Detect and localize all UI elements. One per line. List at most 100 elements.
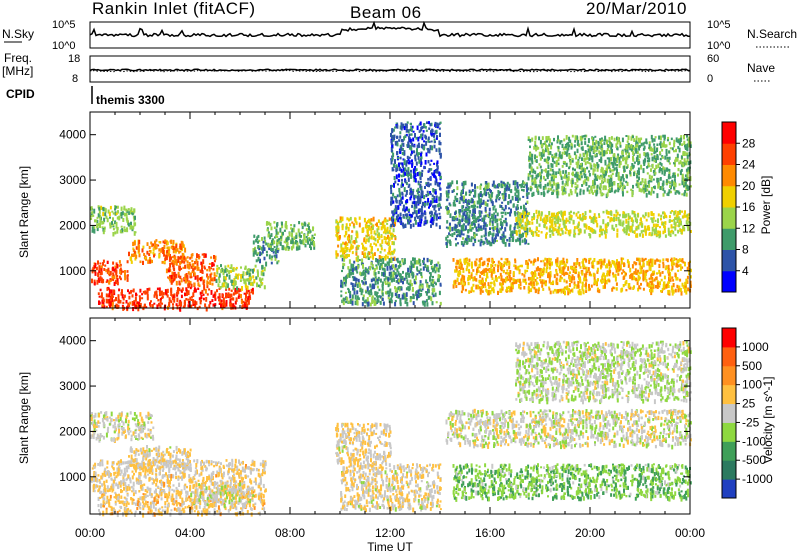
power-cell [490,274,493,278]
power-cell [416,172,419,177]
power-cell [472,242,475,247]
power-cell [281,222,283,226]
power-cell [486,203,489,207]
power-cell [501,207,504,211]
power-cell [517,212,520,217]
power-cell [468,290,471,294]
power-cell [434,204,437,208]
power-cell [202,297,205,301]
power-cell [608,178,610,183]
power-cell [553,215,556,220]
power-cell [604,275,607,281]
power-cell [401,139,404,143]
power-cell [501,233,504,237]
power-cell [583,229,586,234]
power-cell [173,247,176,250]
power-cell [678,220,681,224]
power-cell [353,260,356,264]
power-cell [339,216,342,221]
power-cell [501,193,504,196]
power-cell [335,250,338,256]
power-cell [433,170,436,174]
power-cell [506,269,509,272]
power-cell [348,273,351,278]
power-cell [294,242,297,245]
power-cell [214,303,217,306]
power-cell [475,273,478,276]
power-cell [688,273,691,276]
power-cell [139,288,142,293]
power-cell [547,151,550,156]
power-cell [629,274,632,279]
power-cell [155,239,158,242]
power-cell [610,157,613,162]
power-cell [408,144,411,150]
power-cell [456,192,458,196]
power-cell [182,266,185,269]
power-cell [494,263,497,267]
power-cell [567,266,570,271]
power-cell [502,220,505,223]
power-cell [131,294,134,298]
power-cell [185,273,188,278]
power-cell [681,282,684,287]
power-cell [231,268,234,272]
power-cell [123,212,126,217]
power-cell [516,216,519,222]
power-cell [417,289,420,295]
power-cell [550,229,553,233]
power-cell [686,173,689,178]
power-cell [341,299,344,304]
power-cell [342,247,345,252]
power-cell [252,252,255,257]
power-cell [248,281,251,285]
power-cell [427,289,430,294]
power-cell [343,251,346,255]
power-cell [401,164,404,167]
power-cell [420,208,423,214]
power-cell [423,223,426,226]
power-cell [634,145,637,150]
power-cell [455,265,458,268]
power-cell [401,276,404,279]
power-cell [246,303,249,307]
power-cell [668,162,671,165]
power-cell [372,236,375,241]
power-cell [106,271,109,274]
power-cell [486,265,489,268]
power-cell [555,186,558,192]
power-cell [588,260,591,265]
power-cell [395,211,398,214]
power-cell [99,219,102,222]
power-cell [585,285,588,290]
power-cell [394,286,396,290]
power-cell [482,217,485,222]
power-cell [387,231,389,234]
power-cell [410,133,413,136]
power-cell [225,302,228,307]
power-cell [418,152,420,156]
power-cell [186,260,189,264]
power-cell [429,193,432,196]
power-cell [644,273,647,276]
power-cell [549,225,552,229]
power-cell [627,135,630,141]
power-cell [483,234,486,238]
power-cell [543,280,546,285]
power-cell [407,141,410,147]
power-cell [345,278,347,284]
power-cell [660,214,663,218]
power-cell [527,262,529,266]
power-cell [672,226,675,229]
power-cell [469,228,472,232]
power-cell [412,272,415,276]
power-cell [669,276,672,280]
power-cell [118,215,121,221]
power-cell [293,224,296,228]
power-cell [579,172,582,175]
power-cell [423,300,426,303]
power-cell [468,258,471,262]
power-cell [495,195,498,200]
power-cell [120,211,123,216]
power-cell [242,271,245,276]
